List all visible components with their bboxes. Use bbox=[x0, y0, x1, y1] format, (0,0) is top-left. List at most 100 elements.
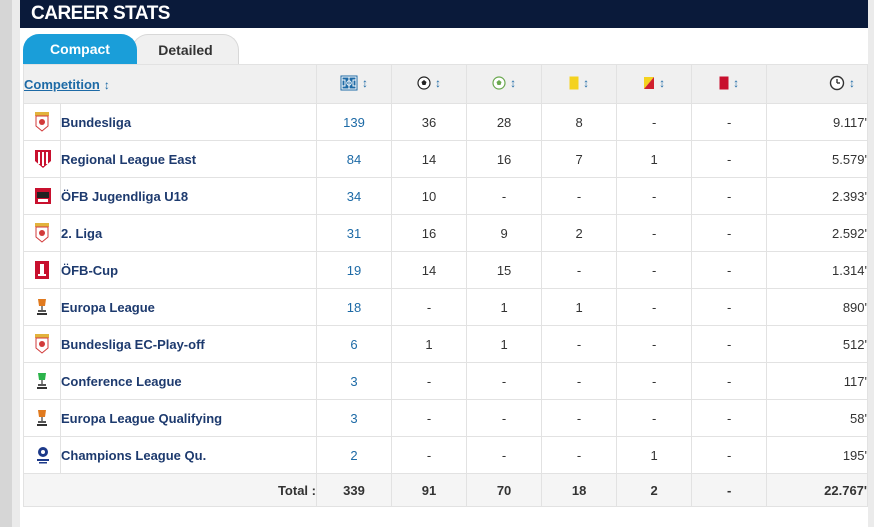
yellow-red-cards-cell: - bbox=[617, 215, 692, 252]
yellow-cards-cell: 8 bbox=[542, 104, 617, 141]
goals-cell: 14 bbox=[392, 252, 467, 289]
competition-column-header[interactable]: Competition ↕ bbox=[24, 65, 317, 104]
conference-league-logo-icon[interactable] bbox=[34, 371, 50, 391]
goals-cell: - bbox=[392, 400, 467, 437]
assists-cell: - bbox=[467, 178, 542, 215]
competition-logo-cell bbox=[24, 178, 61, 215]
sort-icon[interactable]: ↕ bbox=[659, 76, 665, 90]
sort-icon[interactable]: ↕ bbox=[435, 76, 441, 90]
goals-cell: - bbox=[392, 363, 467, 400]
yellow-cards-column-header[interactable]: ↕ bbox=[542, 65, 617, 104]
competition-name[interactable]: ÖFB Jugendliga U18 bbox=[61, 178, 317, 215]
appearances-cell[interactable]: 3 bbox=[316, 363, 391, 400]
career-stats-panel: CAREER STATS Detailed Compact Competitio… bbox=[20, 0, 868, 527]
yellow-red-cards-cell: - bbox=[617, 252, 692, 289]
appearances-cell[interactable]: 6 bbox=[316, 326, 391, 363]
europa-league-logo-icon[interactable] bbox=[34, 297, 50, 317]
competition-name[interactable]: 2. Liga bbox=[61, 215, 317, 252]
assists-column-header[interactable]: ↕ bbox=[467, 65, 542, 104]
yellow-cards-cell: - bbox=[542, 437, 617, 474]
yellow-red-cards-column-header[interactable]: ↕ bbox=[617, 65, 692, 104]
assists-cell: 9 bbox=[467, 215, 542, 252]
2-liga-logo-icon[interactable] bbox=[34, 223, 50, 243]
ofb-jugendliga-logo-icon[interactable] bbox=[34, 186, 50, 206]
appearances-cell[interactable]: 34 bbox=[316, 178, 391, 215]
minutes-cell: 117' bbox=[767, 363, 868, 400]
red-cards-cell: - bbox=[692, 289, 767, 326]
table-header-row: Competition ↕ ↕ ↕ ↕ bbox=[24, 65, 868, 104]
table-body: Bundesliga 139 36 28 8- -9.117' Regional Leagu… bbox=[24, 104, 868, 507]
total-red-cards-cell: - bbox=[692, 474, 767, 507]
competition-name[interactable]: Europa League Qualifying bbox=[61, 400, 317, 437]
total-assists-cell: 70 bbox=[467, 474, 542, 507]
yellow-cards-cell: - bbox=[542, 400, 617, 437]
ball-assists-icon bbox=[492, 76, 506, 93]
assists-cell: 16 bbox=[467, 141, 542, 178]
sort-icon[interactable]: ↕ bbox=[849, 76, 855, 90]
total-yellow-cards-cell: 18 bbox=[542, 474, 617, 507]
competition-logo-cell bbox=[24, 141, 61, 178]
sort-icon[interactable]: ↕ bbox=[510, 76, 516, 90]
table-row: Europa League Qualifying 3- - - - -58' bbox=[24, 400, 868, 437]
competition-name[interactable]: Champions League Qu. bbox=[61, 437, 317, 474]
yellow-red-cards-cell: 1 bbox=[617, 437, 692, 474]
yellow-red-cards-cell: - bbox=[617, 363, 692, 400]
clock-minutes-icon bbox=[829, 75, 845, 94]
ofb-cup-logo-icon[interactable] bbox=[34, 260, 50, 280]
goals-cell: - bbox=[392, 437, 467, 474]
competition-name[interactable]: Bundesliga EC-Play-off bbox=[61, 326, 317, 363]
sort-icon[interactable]: ↕ bbox=[583, 76, 589, 90]
regional-league-east-logo-icon[interactable] bbox=[34, 149, 50, 169]
minutes-column-header[interactable]: ↕ bbox=[767, 65, 868, 104]
appearances-cell[interactable]: 31 bbox=[316, 215, 391, 252]
red-cards-cell: - bbox=[692, 326, 767, 363]
table-row: Bundesliga EC-Play-off 6 1 1- - -512' bbox=[24, 326, 868, 363]
yellow-cards-cell: - bbox=[542, 326, 617, 363]
appearances-cell[interactable]: 3 bbox=[316, 400, 391, 437]
champions-league-logo-icon[interactable] bbox=[34, 445, 50, 465]
europa-league-qualifying-logo-icon[interactable] bbox=[34, 408, 50, 428]
appearances-cell[interactable]: 84 bbox=[316, 141, 391, 178]
yellow-red-cards-cell: - bbox=[617, 178, 692, 215]
table-row: Conference League 3- - - - -117' bbox=[24, 363, 868, 400]
red-card-icon bbox=[719, 76, 729, 93]
assists-cell: 1 bbox=[467, 289, 542, 326]
sort-icon[interactable]: ↕ bbox=[104, 78, 110, 92]
red-cards-cell: - bbox=[692, 363, 767, 400]
tab-compact[interactable]: Compact bbox=[23, 34, 137, 64]
yellow-red-cards-cell: - bbox=[617, 400, 692, 437]
yellow-cards-cell: - bbox=[542, 178, 617, 215]
table-row: 2. Liga 31 16 9 2- -2.592' bbox=[24, 215, 868, 252]
appearances-column-header[interactable]: ↕ bbox=[316, 65, 391, 104]
sort-icon[interactable]: ↕ bbox=[362, 76, 368, 90]
bundesliga-ec-playoff-logo-icon[interactable] bbox=[34, 334, 50, 354]
table-row: ÖFB-Cup 19 14 15- - -1.314' bbox=[24, 252, 868, 289]
bundesliga-logo-icon[interactable] bbox=[34, 112, 50, 132]
competition-name[interactable]: Conference League bbox=[61, 363, 317, 400]
career-stats-title: CAREER STATS bbox=[31, 3, 170, 25]
yellow-cards-cell: 7 bbox=[542, 141, 617, 178]
competition-name[interactable]: Bundesliga bbox=[61, 104, 317, 141]
competition-name[interactable]: Regional League East bbox=[61, 141, 317, 178]
competition-name[interactable]: ÖFB-Cup bbox=[61, 252, 317, 289]
sort-icon[interactable]: ↕ bbox=[733, 76, 739, 90]
yellow-cards-cell: - bbox=[542, 363, 617, 400]
competition-sort-link[interactable]: Competition bbox=[24, 77, 100, 92]
assists-cell: 15 bbox=[467, 252, 542, 289]
tab-detailed[interactable]: Detailed bbox=[132, 34, 239, 65]
goals-column-header[interactable]: ↕ bbox=[392, 65, 467, 104]
competition-name[interactable]: Europa League bbox=[61, 289, 317, 326]
minutes-cell: 512' bbox=[767, 326, 868, 363]
competition-logo-cell bbox=[24, 104, 61, 141]
table-row: Champions League Qu. 2- - -1-195' bbox=[24, 437, 868, 474]
yellow-card-icon bbox=[569, 76, 579, 93]
appearances-cell[interactable]: 2 bbox=[316, 437, 391, 474]
red-cards-column-header[interactable]: ↕ bbox=[692, 65, 767, 104]
appearances-cell[interactable]: 139 bbox=[316, 104, 391, 141]
goals-cell: 1 bbox=[392, 326, 467, 363]
page-gutter bbox=[0, 0, 12, 527]
appearances-cell[interactable]: 19 bbox=[316, 252, 391, 289]
red-cards-cell: - bbox=[692, 215, 767, 252]
yellow-cards-cell: 1 bbox=[542, 289, 617, 326]
appearances-cell[interactable]: 18 bbox=[316, 289, 391, 326]
